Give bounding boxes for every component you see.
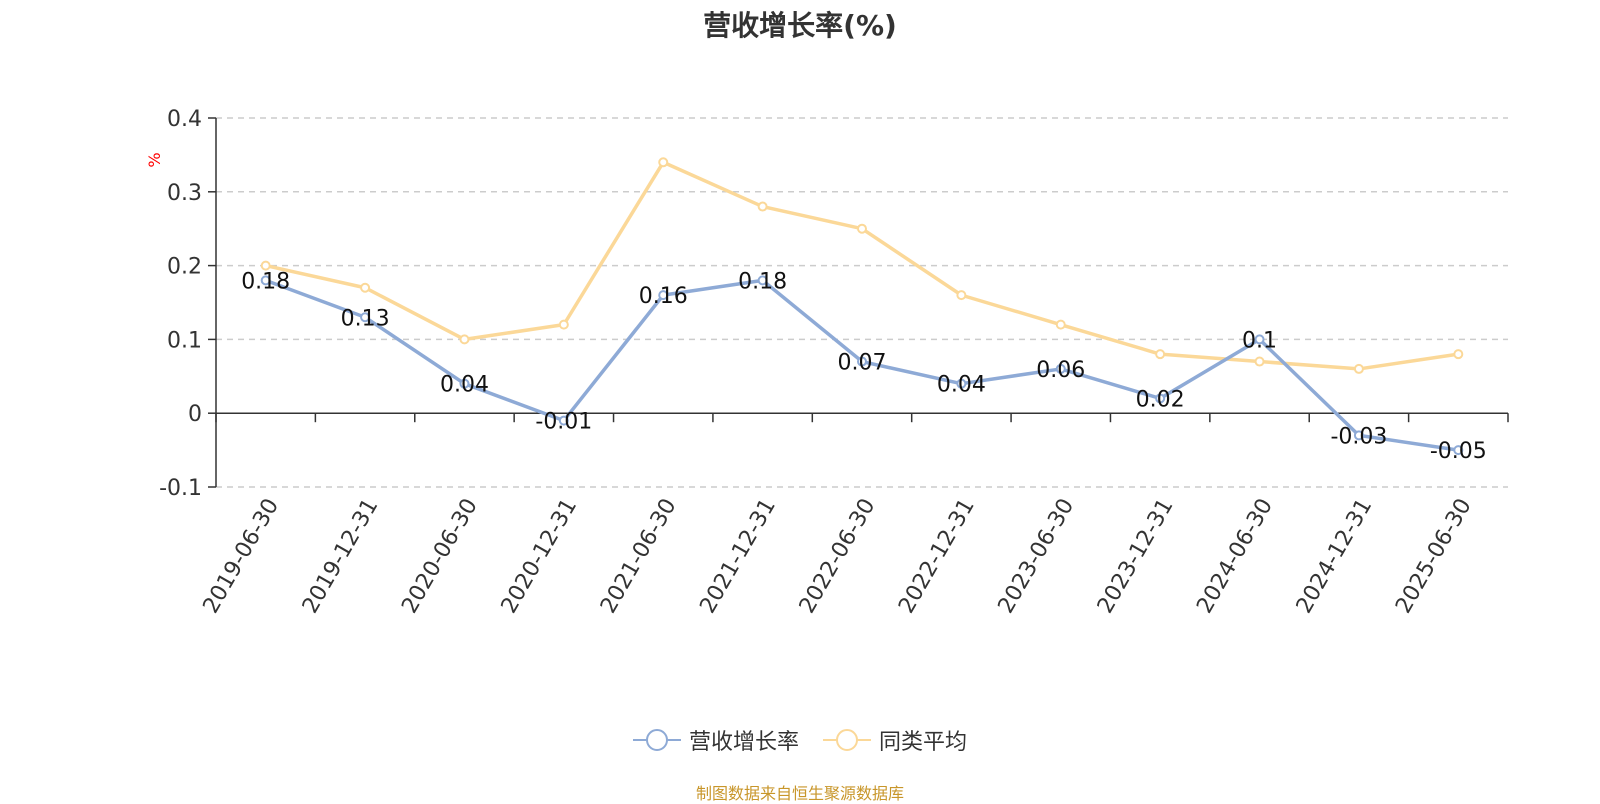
- legend-label-revenue-growth: 营收增长率: [688, 730, 799, 755]
- x-tick-label: 2022-06-30: [795, 495, 881, 618]
- legend-marker-peer-average: [823, 729, 871, 751]
- data-point[interactable]: [1254, 334, 1265, 345]
- x-tick-label: 2023-12-31: [1093, 495, 1179, 618]
- data-label: 0.18: [241, 269, 290, 294]
- data-point[interactable]: [757, 275, 768, 286]
- data-label: 0.16: [639, 284, 688, 309]
- x-tick-label: 2021-06-30: [596, 495, 682, 618]
- data-label: 0.04: [937, 373, 986, 398]
- data-label: 0.04: [440, 373, 489, 398]
- x-tick-label: 2020-06-30: [397, 495, 483, 618]
- data-point[interactable]: [459, 334, 470, 345]
- legend-label-peer-average: 同类平均: [879, 730, 968, 755]
- data-label: 0.07: [838, 351, 887, 376]
- data-point[interactable]: [956, 290, 967, 301]
- grid-layer: [216, 117, 1508, 488]
- data-point[interactable]: [260, 275, 271, 286]
- data-point[interactable]: [1055, 363, 1066, 374]
- data-point[interactable]: [757, 201, 768, 212]
- data-point[interactable]: [857, 356, 867, 367]
- data-label: 0.13: [341, 306, 390, 331]
- data-point[interactable]: [459, 378, 470, 389]
- y-tick-label: 0.1: [167, 328, 202, 353]
- data-label: -0.03: [1330, 424, 1387, 449]
- data-point[interactable]: [1453, 349, 1464, 360]
- data-point[interactable]: [260, 260, 271, 271]
- data-point[interactable]: [1254, 356, 1265, 367]
- label-layer: 0.18 0.13 0.04 -0.01 0.16 0.18 0.07 0.04 0.06 0.0…: [241, 269, 1487, 464]
- legend-marker-revenue-growth: [632, 729, 681, 751]
- data-point[interactable]: [558, 319, 569, 330]
- data-point[interactable]: [956, 378, 967, 389]
- legend-item-revenue-growth[interactable]: 营收增长率: [632, 724, 799, 756]
- y-tick-label: 0.2: [167, 255, 202, 280]
- x-tick-label: 2021-12-31: [695, 495, 781, 618]
- data-point[interactable]: [658, 157, 669, 168]
- legend-item-peer-average[interactable]: 同类平均: [823, 724, 967, 756]
- y-tick-label: 0: [188, 402, 202, 427]
- series-line-1: [265, 160, 1459, 371]
- data-point[interactable]: [1155, 349, 1166, 360]
- x-tick-label: 2023-06-30: [994, 495, 1080, 618]
- axis-layer: 0.40.30.20.10-0.1%2019-06-30 2019-12-31 20…: [145, 107, 1509, 618]
- x-tick-label: 2022-12-31: [894, 495, 980, 618]
- data-point[interactable]: [1353, 430, 1364, 441]
- data-point[interactable]: [1353, 363, 1364, 374]
- y-tick-label: 0.4: [167, 107, 202, 132]
- series-layer: [260, 157, 1464, 456]
- y-axis-unit: %: [145, 152, 164, 167]
- x-tick-label: 2025-06-30: [1391, 495, 1477, 618]
- data-point[interactable]: [1055, 319, 1066, 330]
- y-tick-label: 0.3: [167, 181, 202, 206]
- data-point[interactable]: [360, 312, 371, 323]
- data-label: -0.01: [535, 410, 592, 435]
- source-note: 制图数据来自恒生聚源数据库: [695, 784, 904, 803]
- data-label: -0.05: [1430, 439, 1487, 464]
- data-point[interactable]: [857, 223, 867, 234]
- data-point[interactable]: [1453, 445, 1464, 456]
- data-label: 0.06: [1036, 358, 1085, 383]
- data-point[interactable]: [558, 415, 569, 426]
- x-tick-label: 2019-12-31: [298, 495, 384, 618]
- y-tick-label: -0.1: [159, 476, 202, 501]
- x-tick-label: 2024-06-30: [1192, 495, 1278, 618]
- data-point[interactable]: [658, 290, 669, 301]
- data-label: 0.18: [738, 269, 787, 294]
- data-label: 0.02: [1136, 387, 1185, 412]
- data-label: 0.1: [1242, 328, 1277, 353]
- data-point[interactable]: [360, 282, 371, 293]
- x-tick-label: 2024-12-31: [1292, 495, 1378, 618]
- x-tick-label: 2019-06-30: [199, 495, 285, 618]
- x-tick-label: 2020-12-31: [497, 495, 583, 618]
- data-point[interactable]: [1155, 393, 1166, 404]
- chart-title: 营收增长率(%): [703, 9, 897, 42]
- legend: 营收增长率 同类平均: [0, 724, 1600, 756]
